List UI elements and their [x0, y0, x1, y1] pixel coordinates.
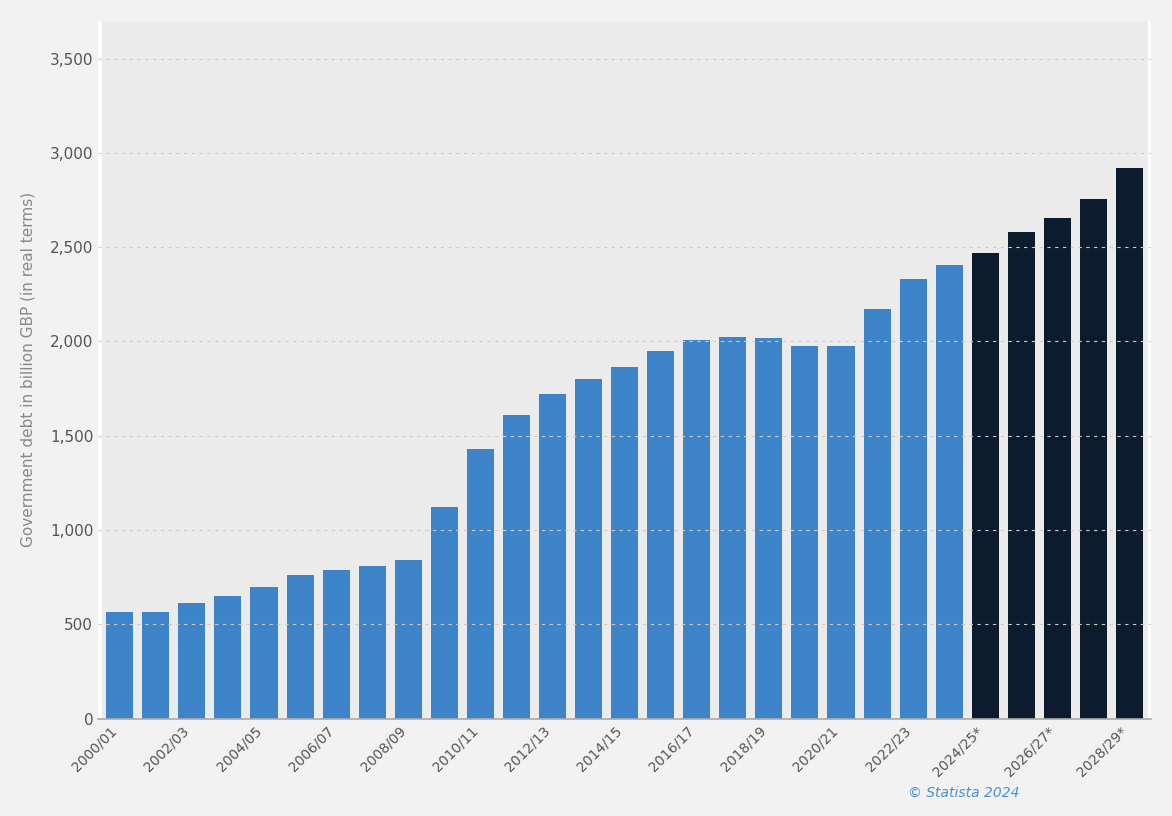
- Bar: [791, 346, 818, 719]
- Bar: [359, 565, 386, 719]
- Bar: [107, 612, 134, 719]
- Bar: [1040, 21, 1111, 719]
- Bar: [1079, 199, 1108, 719]
- Y-axis label: Government debt in billion GBP (in real terms): Government debt in billion GBP (in real …: [21, 192, 36, 548]
- Bar: [1116, 168, 1143, 719]
- Bar: [1008, 232, 1035, 719]
- Text: © Statista 2024: © Statista 2024: [908, 786, 1020, 800]
- Bar: [539, 394, 566, 719]
- Bar: [102, 21, 173, 719]
- Bar: [967, 21, 1040, 719]
- Bar: [431, 508, 458, 719]
- Bar: [246, 21, 318, 719]
- Bar: [864, 309, 891, 719]
- Bar: [935, 265, 962, 719]
- Bar: [1111, 21, 1147, 719]
- Bar: [827, 346, 854, 719]
- Bar: [575, 379, 602, 719]
- Bar: [751, 21, 823, 719]
- Bar: [534, 21, 607, 719]
- Bar: [679, 21, 751, 719]
- Bar: [390, 21, 462, 719]
- Bar: [503, 415, 530, 719]
- Bar: [972, 253, 999, 719]
- Bar: [1044, 218, 1071, 719]
- Bar: [720, 337, 747, 719]
- Bar: [178, 602, 205, 719]
- Bar: [462, 21, 534, 719]
- Bar: [286, 575, 314, 719]
- Bar: [466, 449, 493, 719]
- Bar: [214, 596, 241, 719]
- Bar: [900, 279, 927, 719]
- Bar: [607, 21, 679, 719]
- Bar: [683, 339, 710, 719]
- Bar: [142, 612, 169, 719]
- Bar: [173, 21, 246, 719]
- Bar: [395, 560, 422, 719]
- Bar: [895, 21, 967, 719]
- Bar: [251, 587, 278, 719]
- Bar: [756, 338, 783, 719]
- Bar: [611, 367, 638, 719]
- Bar: [823, 21, 895, 719]
- Bar: [322, 570, 349, 719]
- Bar: [318, 21, 390, 719]
- Bar: [647, 351, 674, 719]
